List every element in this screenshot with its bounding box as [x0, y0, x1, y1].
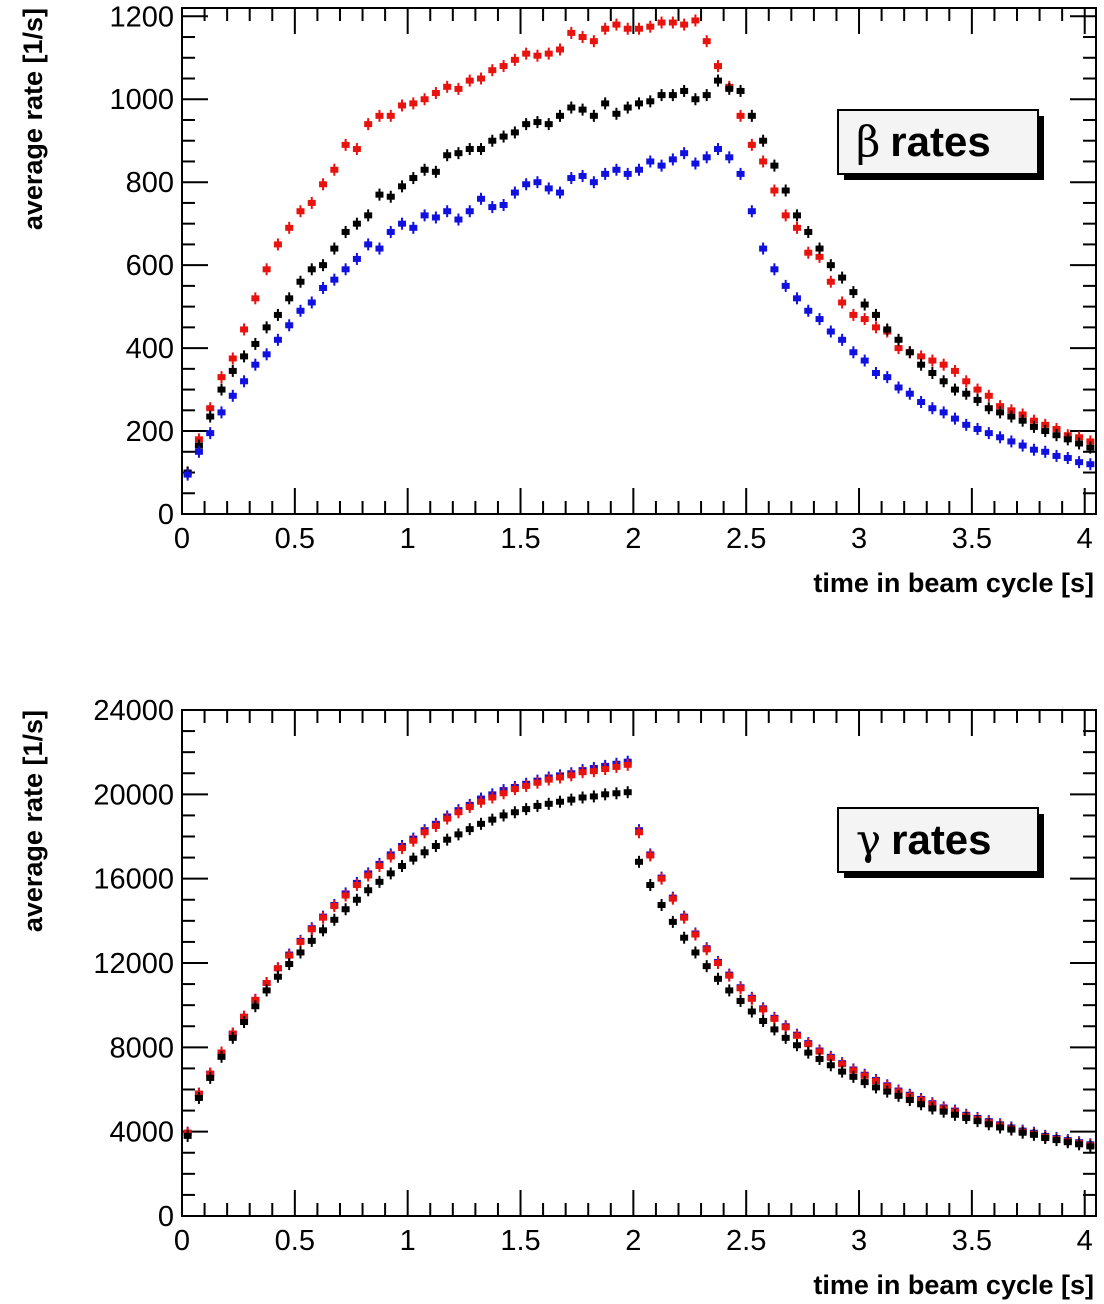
legend-label: γ rates — [856, 815, 992, 864]
y-tick-labels: 0 4000 8000 12000 16000 20000 24000 — [93, 695, 174, 1233]
data-series — [183, 74, 1095, 479]
x-tick-label: 1.5 — [500, 1225, 540, 1257]
x-tick-labels: 0 0.5 1 1.5 2 2.5 3 3.5 4 — [174, 523, 1093, 555]
x-tick-label: 2.5 — [726, 523, 766, 555]
x-tick-label: 4 — [1077, 1225, 1093, 1257]
x-tick-label: 2.5 — [726, 1225, 766, 1257]
legend-frame — [837, 807, 1039, 873]
data-points — [183, 755, 1095, 1153]
gamma-rates-panel: 0 4000 8000 12000 16000 20000 24000 0 0.5 1 1.5 2 2… — [18, 695, 1097, 1300]
y-tick-label: 600 — [126, 250, 174, 282]
legend-symbol-beta: β — [856, 117, 880, 166]
data-series — [183, 143, 1095, 481]
y-tick-label: 0 — [158, 499, 174, 531]
y-tick-label: 8000 — [109, 1032, 174, 1064]
legend-symbol-gamma: γ — [856, 815, 881, 864]
y-tick-label: 800 — [126, 167, 174, 199]
x-tick-label: 3 — [851, 523, 867, 555]
y-axis-title: average rate [1/s] — [18, 710, 48, 932]
plot-frame — [181, 7, 1097, 515]
y-tick-label: 16000 — [93, 864, 174, 896]
axis-ticks — [181, 8, 1096, 515]
legend-label: β rates — [856, 117, 991, 166]
x-tick-label: 0.5 — [275, 523, 315, 555]
x-axis-title: time in beam cycle [s] — [813, 568, 1094, 598]
x-tick-label: 3.5 — [952, 523, 992, 555]
legend-box: β rates — [837, 109, 1044, 180]
x-tick-label: 0 — [174, 523, 190, 555]
axis-ticks — [181, 709, 1096, 1217]
x-tick-label: 2 — [625, 1225, 641, 1257]
x-tick-label: 0 — [174, 1225, 190, 1257]
data-series — [183, 786, 1095, 1153]
legend-frame — [837, 109, 1039, 175]
y-tick-label: 0 — [158, 1201, 174, 1233]
y-tick-label: 1000 — [109, 84, 174, 116]
legend-label-text: rates — [890, 118, 990, 165]
y-tick-label: 200 — [126, 416, 174, 448]
x-tick-label: 3 — [851, 1225, 867, 1257]
x-axis-title: time in beam cycle [s] — [813, 1270, 1094, 1300]
x-tick-label: 0.5 — [275, 1225, 315, 1257]
x-tick-label: 3.5 — [952, 1225, 992, 1257]
x-tick-label: 1 — [400, 523, 416, 555]
plot-frame — [181, 709, 1097, 1217]
y-tick-label: 400 — [126, 333, 174, 365]
y-tick-label: 20000 — [93, 779, 174, 811]
legend-label-text: rates — [891, 816, 991, 863]
legend-box: γ rates — [837, 807, 1044, 878]
y-tick-label: 12000 — [93, 948, 174, 980]
x-tick-label: 2 — [625, 523, 641, 555]
y-tick-labels: 0 200 400 600 800 1000 1200 — [109, 1, 174, 531]
y-tick-label: 24000 — [93, 695, 174, 727]
y-tick-label: 1200 — [109, 1, 174, 33]
x-tick-labels: 0 0.5 1 1.5 2 2.5 3 3.5 4 — [174, 1225, 1093, 1257]
x-tick-label: 1.5 — [500, 523, 540, 555]
y-axis-title: average rate [1/s] — [18, 8, 48, 230]
y-tick-label: 4000 — [109, 1117, 174, 1149]
x-tick-label: 4 — [1077, 523, 1093, 555]
x-tick-label: 1 — [400, 1225, 416, 1257]
data-points — [183, 14, 1095, 481]
